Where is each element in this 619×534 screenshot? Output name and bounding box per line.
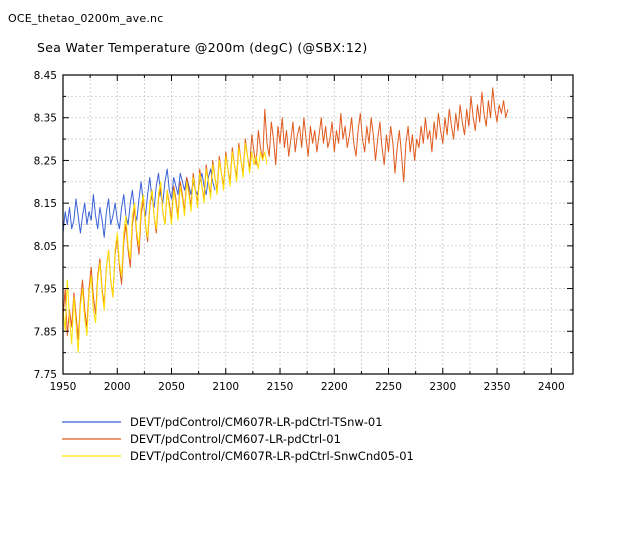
- x-tick-label: 1950: [50, 381, 77, 393]
- legend-label: DEVT/pdControl/CM607-LR-pdCtrl-01: [130, 432, 341, 446]
- x-tick-label: 2050: [158, 381, 185, 393]
- x-tick-label: 2100: [212, 381, 239, 393]
- x-tick-label: 2400: [538, 381, 565, 393]
- y-tick-label: 7.95: [34, 284, 57, 296]
- x-tick-label: 2250: [375, 381, 402, 393]
- file-name: OCE_thetao_0200m_ave.nc: [8, 12, 164, 25]
- series-line-2: [62, 87, 509, 341]
- y-tick-labels: 7.75 7.85 7.95 8.05 8.15 8.25 8.35 8.45: [34, 70, 57, 381]
- x-tick-label: 2200: [321, 381, 348, 393]
- y-tick-label: 7.85: [34, 326, 57, 338]
- chart-title: Sea Water Temperature @200m (degC) (@SBX…: [37, 40, 368, 55]
- series-line-1: [62, 168, 216, 238]
- x-tick-label: 2000: [104, 381, 131, 393]
- y-tick-label: 8.15: [34, 198, 57, 210]
- x-tick-label: 2300: [429, 381, 456, 393]
- series-lines: [62, 87, 509, 354]
- x-tick-label: 2350: [484, 381, 511, 393]
- y-tick-label: 8.45: [34, 70, 57, 82]
- y-tick-label: 8.35: [34, 113, 57, 125]
- y-tick-label: 8.05: [34, 241, 57, 253]
- axis-ticks: [62, 74, 573, 375]
- legend: DEVT/pdControl/CM607R-LR-pdCtrl-TSnw-01 D…: [62, 415, 414, 463]
- legend-label: DEVT/pdControl/CM607R-LR-pdCtrl-SnwCnd05…: [130, 449, 414, 463]
- grid: [63, 75, 573, 374]
- series-line-3: [62, 142, 268, 354]
- x-tick-label: 2150: [267, 381, 294, 393]
- y-tick-label: 8.25: [34, 155, 57, 167]
- y-tick-label: 7.75: [34, 369, 57, 381]
- legend-label: DEVT/pdControl/CM607R-LR-pdCtrl-TSnw-01: [130, 415, 383, 429]
- x-tick-labels: 1950 2000 2050 2100 2150 2200 2250 2300 2350 2400: [50, 381, 565, 393]
